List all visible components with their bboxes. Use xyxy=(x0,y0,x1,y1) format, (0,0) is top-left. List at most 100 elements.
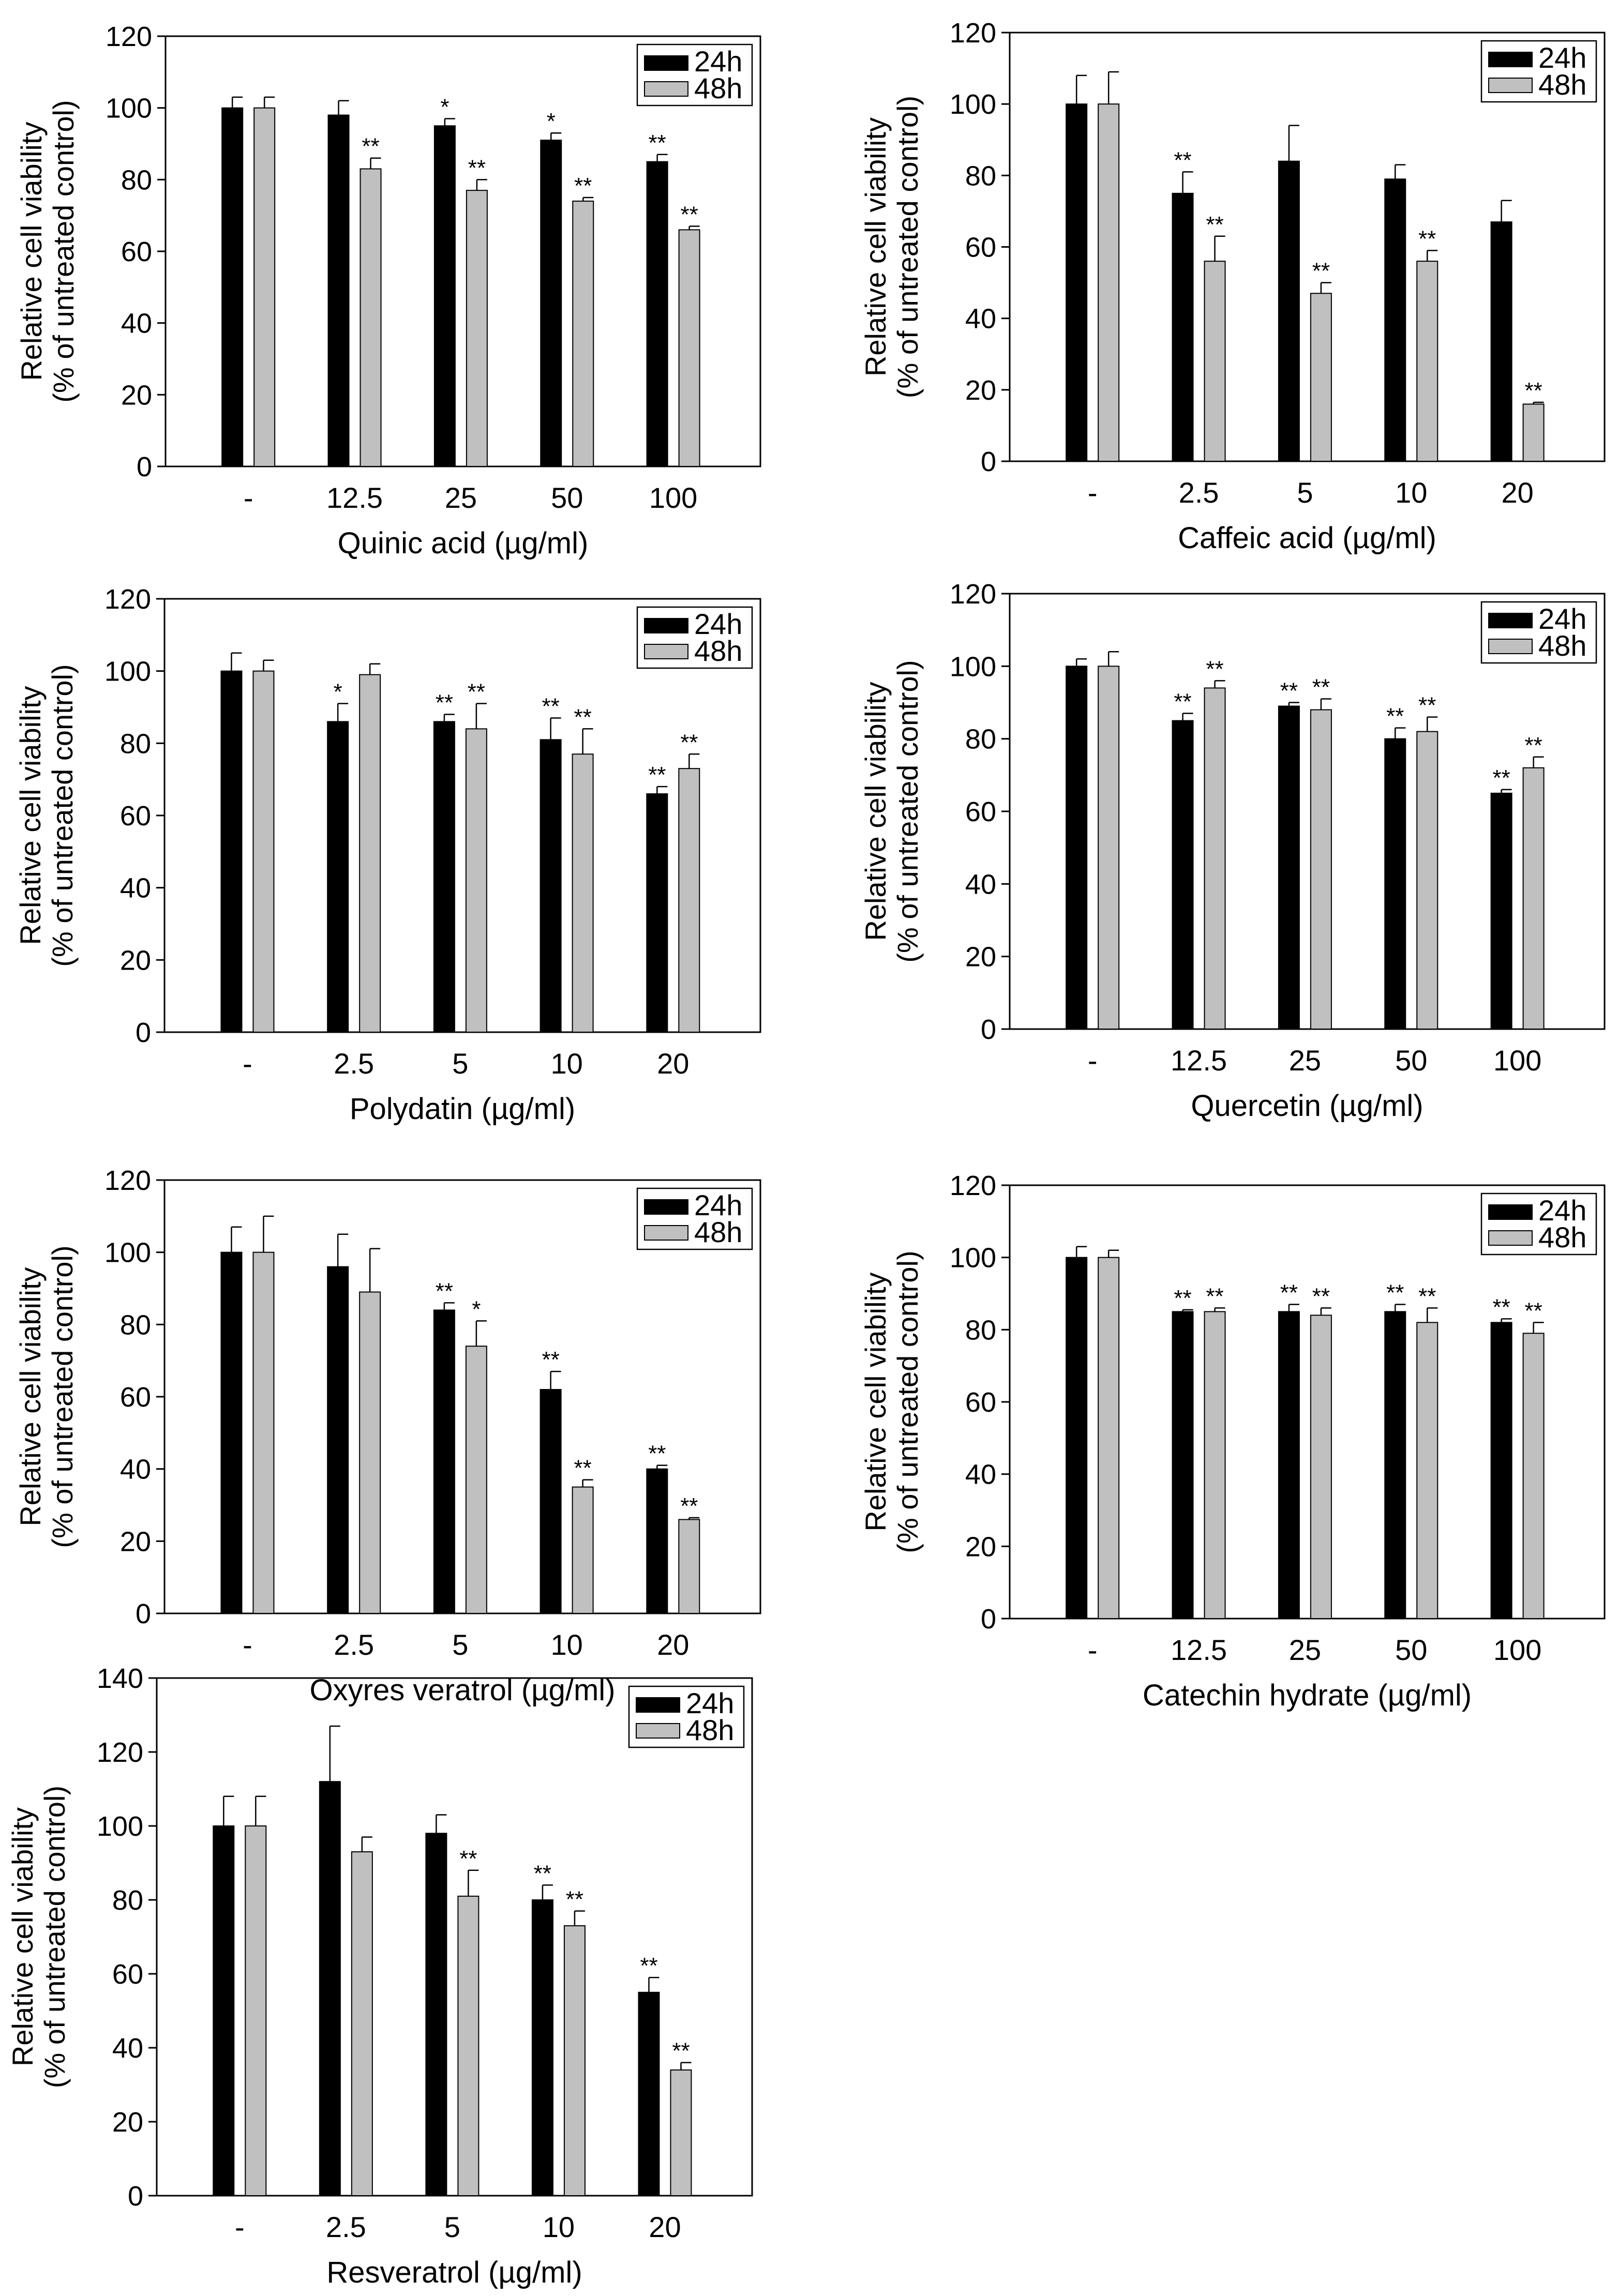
y-axis-title-line1: Relative cell viability xyxy=(859,682,892,941)
significance-mark: ** xyxy=(1206,656,1223,682)
x-tick-label: 100 xyxy=(1493,1634,1541,1666)
bar-48h-1 xyxy=(359,1291,381,1614)
bar-24h-1 xyxy=(1172,1311,1194,1620)
significance-mark: ** xyxy=(1280,1280,1298,1305)
bar-48h-2 xyxy=(1310,1315,1332,1619)
y-tick-label: 40 xyxy=(965,1459,996,1490)
y-tick-label: 0 xyxy=(136,1017,151,1048)
significance-mark: ** xyxy=(542,1347,559,1372)
y-tick-label: 100 xyxy=(950,89,996,120)
bar-24h-0 xyxy=(221,107,244,467)
y-axis-title-line1: Relative cell viability xyxy=(6,1807,39,2066)
y-tick-label: 120 xyxy=(104,584,151,615)
y-axis-title-line1: Relative cell viability xyxy=(14,1267,47,1526)
legend-swatch-48h xyxy=(644,1225,688,1241)
bar-48h-4 xyxy=(670,2069,692,2196)
significance-mark: ** xyxy=(1174,1286,1191,1311)
y-tick-label: 120 xyxy=(97,1737,143,1768)
y-tick-label: 0 xyxy=(981,1604,996,1635)
legend-label-24h: 24h xyxy=(694,45,742,78)
bar-48h-1 xyxy=(351,1851,373,2197)
significance-mark: ** xyxy=(1206,1283,1223,1309)
significance-mark: ** xyxy=(459,1846,477,1871)
legend-swatch-48h xyxy=(644,81,688,97)
y-tick-label: 100 xyxy=(950,1243,996,1274)
significance-mark: ** xyxy=(680,1493,698,1519)
x-tick-label: 10 xyxy=(543,2211,575,2243)
y-tick-label: 40 xyxy=(965,304,996,335)
bar-48h-1 xyxy=(1204,1311,1226,1620)
bar-24h-1 xyxy=(327,114,350,467)
y-tick-label: 100 xyxy=(104,1237,151,1268)
x-tick-label: 10 xyxy=(550,1047,582,1080)
bar-24h-3 xyxy=(1384,738,1406,1030)
x-tick-label: - xyxy=(1088,1044,1098,1077)
x-tick-label: - xyxy=(235,2211,245,2243)
y-tick-label: 80 xyxy=(112,1885,143,1916)
y-tick-label: 60 xyxy=(120,800,151,832)
y-axis-title-line2: (% of untreated control) xyxy=(891,1250,924,1553)
significance-mark: * xyxy=(334,679,342,705)
y-tick-label: 100 xyxy=(97,1811,143,1842)
x-tick-label: 5 xyxy=(1297,476,1313,509)
x-tick-label: 50 xyxy=(1395,1634,1427,1666)
bar-48h-1 xyxy=(1204,687,1226,1030)
y-axis-title-line2: (% of untreated control) xyxy=(891,660,924,962)
y-tick-label: 140 xyxy=(97,1663,143,1694)
significance-mark: ** xyxy=(1174,689,1191,715)
y-tick-label: 40 xyxy=(121,308,152,339)
significance-mark: ** xyxy=(680,202,698,227)
bar-24h-4 xyxy=(638,1991,660,2196)
x-tick-label: 20 xyxy=(649,2211,681,2243)
x-tick-label: 5 xyxy=(452,1047,468,1080)
significance-mark: ** xyxy=(1312,674,1330,700)
y-tick-label: 120 xyxy=(950,1170,996,1201)
legend-swatch-24h xyxy=(1488,613,1533,628)
x-axis-title: Resveratrol (µg/ml) xyxy=(326,2256,582,2289)
y-tick-label: 40 xyxy=(120,873,151,904)
bar-24h-4 xyxy=(646,161,668,467)
x-tick-label: 2.5 xyxy=(1179,476,1219,509)
significance-mark: ** xyxy=(1524,1298,1542,1323)
x-tick-label: 50 xyxy=(551,481,583,514)
bar-24h-2 xyxy=(433,1309,455,1614)
y-tick-label: 20 xyxy=(965,942,996,973)
y-tick-label: 80 xyxy=(120,728,151,759)
bar-24h-0 xyxy=(213,1825,235,2196)
bar-24h-2 xyxy=(433,721,455,1033)
significance-mark: ** xyxy=(362,134,379,159)
x-tick-label: 2.5 xyxy=(334,1047,374,1080)
bar-24h-2 xyxy=(1278,705,1300,1030)
legend-label-48h: 48h xyxy=(1538,68,1586,101)
x-tick-label: 100 xyxy=(1493,1044,1541,1077)
bar-48h-2 xyxy=(1310,709,1332,1030)
x-tick-label: 2.5 xyxy=(326,2211,366,2243)
bar-48h-0 xyxy=(252,670,275,1033)
x-tick-label: 50 xyxy=(1395,1044,1427,1077)
legend-label-48h: 48h xyxy=(1538,629,1586,662)
x-tick-label: 100 xyxy=(649,481,697,514)
y-tick-label: 80 xyxy=(120,1309,151,1340)
x-tick-label: - xyxy=(1088,476,1098,509)
y-tick-label: 80 xyxy=(121,164,152,195)
x-tick-label: - xyxy=(244,481,253,514)
bar-48h-3 xyxy=(572,1486,594,1614)
legend-swatch-48h xyxy=(1488,1230,1533,1246)
significance-mark: ** xyxy=(1312,1283,1330,1309)
x-axis-title: Caffeic acid (µg/ml) xyxy=(1178,521,1436,555)
y-tick-label: 80 xyxy=(965,724,996,755)
bar-24h-0 xyxy=(220,1251,243,1614)
legend-label-48h: 48h xyxy=(694,635,742,667)
y-tick-label: 0 xyxy=(981,446,996,477)
bar-24h-0 xyxy=(1066,103,1088,462)
y-tick-label: 120 xyxy=(106,21,152,52)
y-tick-label: 100 xyxy=(950,651,996,682)
bar-24h-4 xyxy=(646,1468,668,1614)
x-axis-title: Oxyres veratrol (µg/ml) xyxy=(310,1673,616,1707)
bar-48h-4 xyxy=(678,229,700,467)
legend-label-24h: 24h xyxy=(694,608,742,640)
bar-24h-2 xyxy=(1278,160,1300,462)
